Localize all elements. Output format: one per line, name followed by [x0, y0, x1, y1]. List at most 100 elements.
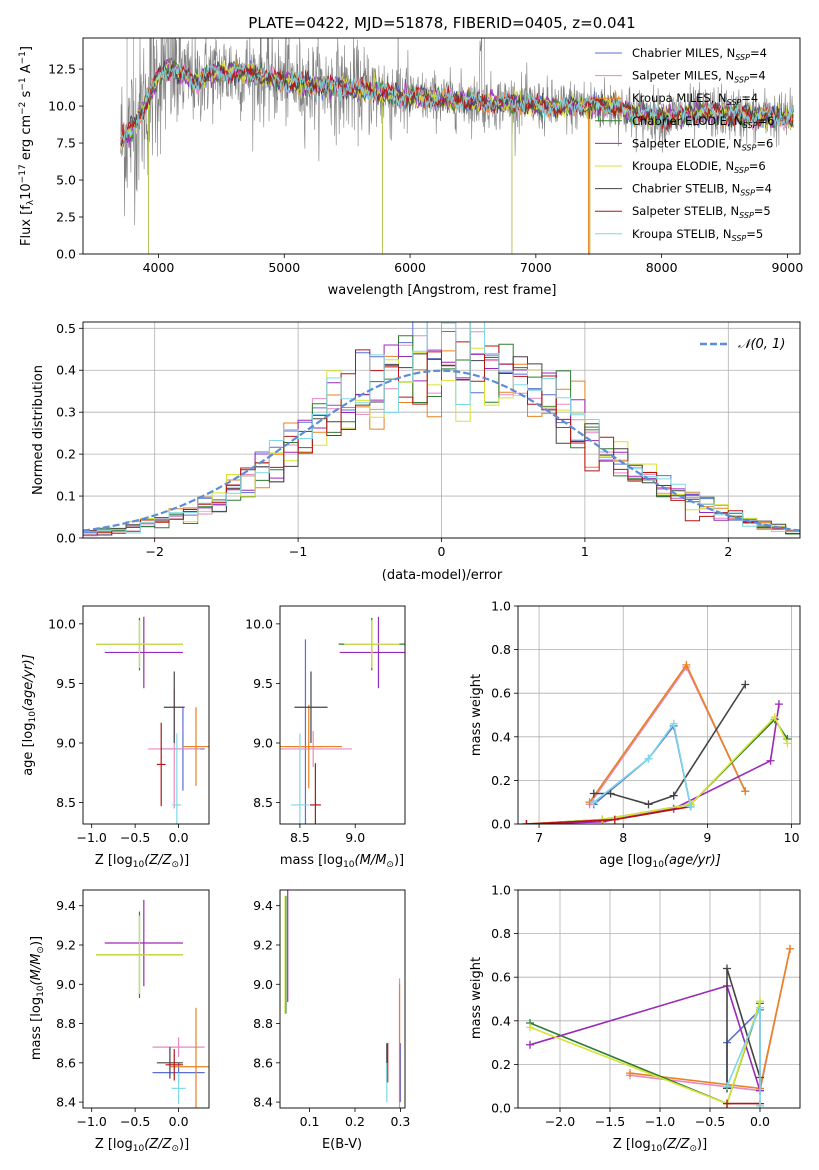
- mass_vs_Z-frame: [82, 889, 210, 1109]
- spectrum-xlabel: wavelength [Angstrom, rest frame]: [328, 283, 557, 298]
- residuals-ytick-label: 0.5: [56, 321, 76, 336]
- age_vs_Z-xtick-label: 0.0: [169, 830, 189, 845]
- mass_weight_vs_age-marker: [589, 789, 598, 798]
- spectrum-legend-label: Salpeter STELIB, NSSP=5: [632, 204, 771, 220]
- age_vs_Z-ytick-label: 8.5: [56, 795, 76, 810]
- hist-step-line: [83, 347, 800, 535]
- residuals-ytick-label: 0.1: [56, 489, 76, 504]
- mass_weight_vs_age-line: [588, 665, 747, 805]
- mass_vs_Z-errorbars: [96, 899, 209, 1108]
- spectrum-frame: [82, 37, 801, 255]
- mass_vs_Z-ytick-label: 8.6: [56, 1055, 76, 1070]
- mass_weight_vs_age-ytick-label: 0.4: [491, 729, 511, 744]
- mass_weight_vs_age-marker: [741, 680, 750, 689]
- spectrum-legend-label: Chabrier MILES, NSSP=4: [632, 46, 767, 62]
- mass_weight_vs_age-marker: [669, 719, 678, 728]
- spectrum-axes: 4000 5000 6000 7000 8000 9000 0.0 2.5 5.0 7.5 10.0…: [48, 38, 803, 275]
- mass_weight_vs_Z-xtick-label: −1.5: [595, 1114, 625, 1129]
- mass_vs_Z-ytick-label: 8.4: [56, 1095, 76, 1110]
- residuals-xtick-label: −1: [289, 544, 307, 559]
- mass_weight_vs_Z-ytick-label: 1.0: [491, 883, 511, 898]
- hist-ylabel: Normed distribution: [31, 365, 46, 495]
- spectrum-legend: Chabrier MILES, NSSP=4 Salpeter MILES, NS…: [595, 46, 774, 243]
- mass_weight_vs_age-frame: [517, 605, 801, 825]
- mass_vs_ebv-ytick-label: 8.8: [253, 1016, 273, 1031]
- ebv-xlabel: E(B-V): [322, 1137, 362, 1152]
- mass_weight_vs_Z-ytick-label: 0.8: [491, 926, 511, 941]
- spectrum-xtick-label: 8000: [646, 260, 678, 275]
- age_vs_Z-errorbars: [96, 616, 209, 824]
- mass_weight_vs_age-ytick-label: 0.2: [491, 773, 511, 788]
- mass_vs_ebv-axes: 0.1 0.2 0.3 8.4 8.6 8.8 9.0 9.2 9.4: [253, 890, 410, 1129]
- mass_vs_ebv-errorbars: [284, 890, 402, 1108]
- mass_weight_vs_Z-line: [726, 968, 761, 1089]
- age_vs_Z-ytick-label: 9.0: [56, 735, 76, 750]
- age_vs_mass-ytick-label: 10.0: [245, 616, 273, 631]
- residuals-xtick-label: 2: [724, 544, 732, 559]
- mass_vs_ebv-ytick-label: 9.4: [253, 898, 273, 913]
- residuals-xtick-label: −2: [145, 544, 163, 559]
- mass_weight_vs_Z-marker: [626, 1069, 634, 1078]
- residuals-xtick-label: 1: [581, 544, 589, 559]
- spectrum-legend-label: Salpeter MILES, NSSP=4: [632, 69, 766, 85]
- residuals-ytick-label: 0.3: [56, 405, 76, 420]
- mass_weight_vs_age-xtick-label: 8: [619, 830, 627, 845]
- residuals-xtick-label: 0: [438, 544, 446, 559]
- mass_weight_vs_Z-marker: [786, 944, 794, 953]
- mass_weight_vs_Z-marker: [723, 1099, 731, 1108]
- mass_weight_vs_age-marker: [783, 739, 792, 748]
- mass_weight_vs_Z-ytick-label: 0.2: [491, 1057, 511, 1072]
- mass_weight_vs_age-ytick-label: 0.0: [491, 817, 511, 832]
- mwAge-ylabel: mass weight: [469, 674, 484, 756]
- ageZ-ylabel: age [log10(age/yr)]: [21, 654, 38, 776]
- mass_weight_vs_age-xtick-label: 9: [703, 830, 711, 845]
- spectrum-legend-label: Kroupa MILES, NSSP=4: [632, 91, 758, 107]
- spectrum-legend-label: Chabrier STELIB, NSSP=4: [632, 182, 772, 198]
- ageZ-xlabel: Z [log10(Z/Z⊙)]: [95, 853, 189, 870]
- mass_weight_vs_age-ytick-label: 1.0: [491, 599, 511, 614]
- spectrum-ytick-label: 12.5: [48, 62, 76, 77]
- age_vs_mass-xtick-label: 8.5: [290, 830, 310, 845]
- mass_weight_vs_age-marker: [774, 700, 783, 709]
- age_vs_mass-axes: 8.5 9.0 8.5 9.0 9.5 10.0: [245, 616, 405, 845]
- mass_vs_ebv-ytick-label: 9.0: [253, 977, 273, 992]
- mass_weight_vs_age-marker: [606, 789, 615, 798]
- hist-step-line: [83, 344, 800, 536]
- residuals-frame: [82, 321, 801, 539]
- mass_weight_vs_age-marker: [589, 798, 598, 807]
- mass_weight_vs_age-line: [526, 715, 789, 824]
- normal-curve: [83, 369, 800, 532]
- age_vs_mass-frame: [279, 605, 406, 825]
- residuals-ytick-label: 0.2: [56, 447, 76, 462]
- mass_weight_vs_age-marker: [522, 820, 531, 824]
- spectrum-ytick-label: 0.0: [56, 247, 76, 262]
- mwZ-xlabel: Z [log10(Z/Z⊙)]: [613, 1137, 707, 1154]
- spectrum-ylabel: Flux [fλ10−17 erg cm−2 s−1 A−1]: [18, 46, 36, 246]
- mass_weight_vs_Z-ytick-label: 0.0: [491, 1101, 511, 1116]
- mass_vs_ebv-ytick-label: 8.4: [253, 1095, 273, 1110]
- spectrum-xtick-label: 6000: [394, 260, 426, 275]
- age_vs_Z-ytick-label: 9.5: [56, 676, 76, 691]
- massZ-xlabel: Z [log10(Z/Z⊙)]: [95, 1137, 189, 1154]
- mass_weight_vs_Z-axes: −2.0 −1.5 −1.0 −0.5 0.0 0.0 0.2 0.4 0.6 0.8 1.0: [491, 883, 800, 1129]
- age_vs_Z-ytick-label: 10.0: [48, 616, 76, 631]
- spectrum-legend-label: Salpeter ELODIE, NSSP=6: [632, 136, 773, 152]
- mass_weight_vs_Z-ytick-label: 0.6: [491, 970, 511, 985]
- mass_weight_vs_age-marker: [741, 787, 750, 796]
- mass_weight_vs_age-line: [593, 721, 692, 807]
- mass_weight_vs_Z-ytick-label: 0.4: [491, 1013, 511, 1028]
- age_vs_Z-frame: [82, 605, 210, 825]
- mass_weight_vs_age-lines: [522, 660, 792, 824]
- age_vs_mass-ytick-label: 9.5: [253, 676, 273, 691]
- spectrum-xtick-label: 5000: [268, 260, 300, 275]
- figure-title: PLATE=0422, MJD=51878, FIBERID=0405, z=0…: [248, 14, 635, 32]
- mass_weight_vs_Z-marker: [723, 964, 731, 973]
- age_vs_Z-xtick-label: −0.5: [120, 830, 150, 845]
- mass_weight_vs_Z-xtick-label: −2.0: [545, 1114, 575, 1129]
- mass_vs_ebv-ytick-label: 9.2: [253, 937, 273, 952]
- mass_weight_vs_age-marker: [686, 802, 695, 811]
- massZ-ylabel: mass [log10(M/M⊙)]: [29, 936, 46, 1060]
- mass_weight_vs_age-marker: [766, 756, 775, 765]
- mass_weight_vs_Z-marker: [756, 1101, 764, 1108]
